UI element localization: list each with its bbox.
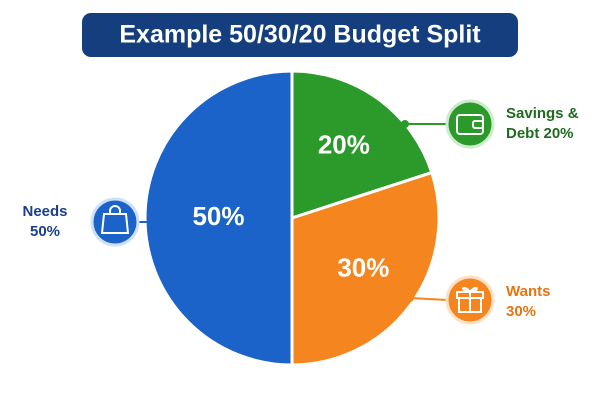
connector-dot — [148, 218, 156, 226]
connectors — [137, 120, 449, 302]
connector-dot — [406, 294, 414, 302]
legend-label: Needs 50% — [22, 203, 68, 240]
pie-slice — [290, 170, 441, 367]
wants-icon — [445, 275, 495, 325]
slice-label: 50% — [192, 201, 244, 231]
legend-label: Wants 30% — [506, 283, 551, 320]
pie-slice — [143, 69, 294, 367]
title-banner — [82, 13, 518, 57]
savings-icon — [445, 99, 495, 149]
slice-label: 20% — [318, 130, 370, 160]
legend-label: Savings & Debt 20% — [506, 105, 579, 142]
connector — [409, 297, 449, 301]
pie-slice — [290, 69, 434, 221]
needs-icon — [90, 197, 140, 247]
slice-label: 30% — [337, 253, 389, 283]
connector-dot — [401, 120, 409, 128]
pie: 50% 20% 30% — [143, 69, 441, 367]
chart-title: Example 50/30/20 Budget Split — [119, 21, 481, 49]
